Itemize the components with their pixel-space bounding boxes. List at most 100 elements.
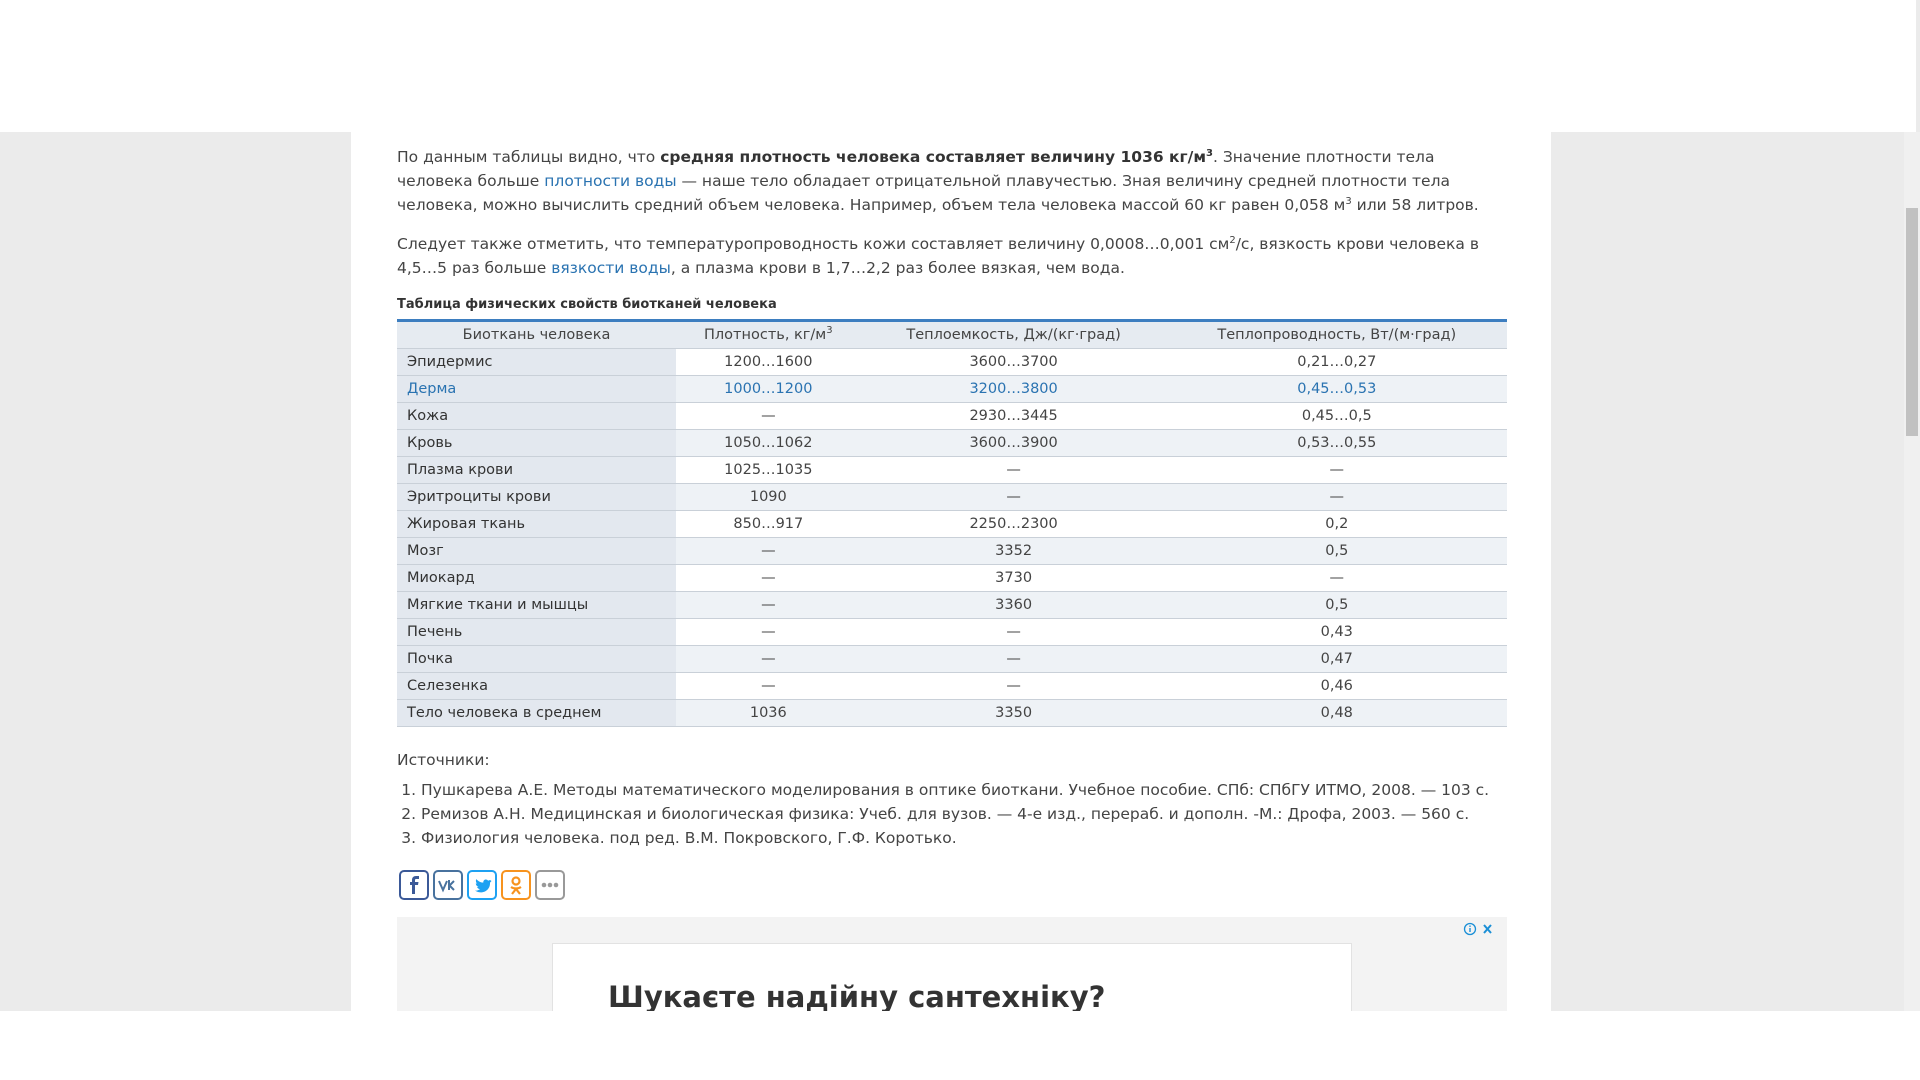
value-cell: 850…917: [676, 510, 861, 538]
value-cell: 1090: [676, 483, 861, 511]
value-cell: 3600…3700: [860, 348, 1167, 376]
table-row: Дерма 1000…1200 3200…3800 0,45…0,53: [397, 375, 1507, 403]
value-cell: 0,45…0,5: [1166, 402, 1507, 430]
source-item: Физиология человека. под ред. В.М. Покро…: [421, 826, 1507, 850]
tissue-cell: Кожа: [397, 402, 676, 430]
source-item: Ремизов А.Н. Медицинская и биологическая…: [421, 802, 1507, 826]
value-cell: —: [676, 564, 861, 592]
value-cell: 0,53…0,55: [1166, 429, 1507, 457]
value-cell: 1025…1035: [676, 456, 861, 484]
header-cell: Теплоемкость, Дж/(кг·град): [860, 320, 1167, 349]
share-ok[interactable]: [501, 870, 531, 900]
tissue-cell: Жировая ткань: [397, 510, 676, 538]
table-row: Тело человека в среднем 1036 3350 0,48: [397, 699, 1507, 727]
table-row: Почка — —0,47: [397, 645, 1507, 673]
value-cell: —: [676, 618, 861, 646]
bottom-bar: [0, 1011, 1920, 1080]
value-cell: 2250…2300: [860, 510, 1167, 538]
value-cell: 0,47: [1166, 645, 1507, 673]
table-row: Эпидермис 1200…1600 3600…3700 0,21…0,27: [397, 348, 1507, 376]
tissue-cell: Селезенка: [397, 672, 676, 700]
value-cell: 0,45…0,53: [1166, 375, 1507, 403]
superscript: 3: [1345, 195, 1352, 207]
text: Следует также отметить, что температуроп…: [397, 235, 1230, 253]
value-cell: —: [860, 483, 1167, 511]
table-row: Мозг —3352 0,5: [397, 537, 1507, 565]
value-cell: —: [860, 456, 1167, 484]
value-cell: —: [1166, 483, 1507, 511]
top-bar: [0, 0, 1916, 132]
value-cell: —: [676, 537, 861, 565]
value-cell: —: [860, 645, 1167, 673]
value-cell: 3352: [860, 537, 1167, 565]
source-item: Пушкарева А.Е. Методы математического мо…: [421, 778, 1507, 802]
tissue-cell: Эритроциты крови: [397, 483, 676, 511]
advertisement: Шукаєте надійну сантехніку?: [397, 917, 1507, 1011]
value-cell: —: [676, 672, 861, 700]
value-cell: 0,5: [1166, 537, 1507, 565]
text: . Значение плотности тела человека больш…: [397, 148, 1435, 190]
table-row: Эритроциты крови 1090— —: [397, 483, 1507, 511]
table-row: Жировая ткань 850…917 2250…2300 0,2: [397, 510, 1507, 538]
text: , а плазма крови в 1,7…2,2 раз более вяз…: [670, 259, 1125, 277]
tissue-cell: Миокард: [397, 564, 676, 592]
tissue-cell: Тело человека в среднем: [397, 699, 676, 727]
value-cell: 0,48: [1166, 699, 1507, 727]
scrollbar-thumb[interactable]: [1906, 208, 1918, 436]
tissue-cell: Мягкие ткани и мышцы: [397, 591, 676, 619]
value-cell: 0,43: [1166, 618, 1507, 646]
value-cell: —: [676, 402, 861, 430]
properties-table: Биоткань человека Плотность, кг/м3 Тепло…: [397, 319, 1507, 727]
value-cell: 3600…3900: [860, 429, 1167, 457]
superscript: 3: [1206, 147, 1213, 159]
table-row: Плазма крови 1025…1035— —: [397, 456, 1507, 484]
value-cell: 1050…1062: [676, 429, 861, 457]
link[interactable]: плотности воды: [544, 172, 677, 190]
value-cell: —: [860, 672, 1167, 700]
share-facebook[interactable]: [399, 870, 429, 900]
value-cell: 0,5: [1166, 591, 1507, 619]
table-row: Кровь 1050…1062 3600…3900 0,53…0,55: [397, 429, 1507, 457]
header-cell: Биоткань человека: [397, 320, 676, 349]
tissue-cell: Эпидермис: [397, 348, 676, 376]
table-row: Кожа —2930…3445 0,45…0,5: [397, 402, 1507, 430]
value-cell: 3350: [860, 699, 1167, 727]
text: По данным таблицы видно, что: [397, 148, 661, 166]
text: — наше тело обладает отрицательной плаву…: [397, 172, 1450, 214]
paragraph: По данным таблицы видно, что средняя пло…: [397, 145, 1509, 217]
value-cell: 2930…3445: [860, 402, 1167, 430]
table-caption: Таблица физических свойств биотканей чел…: [397, 297, 777, 312]
paragraph: Следует также отметить, что температуроп…: [397, 232, 1509, 280]
share-more[interactable]: [535, 870, 565, 900]
value-cell: 3360: [860, 591, 1167, 619]
ad-controls[interactable]: [1463, 921, 1497, 937]
tissue-cell: Печень: [397, 618, 676, 646]
tissue-cell: Мозг: [397, 537, 676, 565]
value-cell: —: [860, 618, 1167, 646]
value-cell: 0,46: [1166, 672, 1507, 700]
value-cell: —: [1166, 456, 1507, 484]
share-buttons: [399, 870, 565, 900]
tissue-cell: Дерма: [397, 375, 676, 403]
table-row: Селезенка — —0,46: [397, 672, 1507, 700]
value-cell: —: [676, 645, 861, 673]
superscript: 2: [1229, 234, 1236, 246]
sources-title: Источники:: [397, 751, 490, 769]
superscript: 3: [826, 325, 833, 337]
tissue-cell: Почка: [397, 645, 676, 673]
tissue-cell: Кровь: [397, 429, 676, 457]
table-row: Мягкие ткани и мышцы —3360 0,5: [397, 591, 1507, 619]
text: Плотность, кг/м: [704, 327, 827, 343]
table-row: Печень — —0,43: [397, 618, 1507, 646]
table-row: Миокард —3730—: [397, 564, 1507, 592]
share-twitter[interactable]: [467, 870, 497, 900]
link[interactable]: вязкости воды: [551, 259, 671, 277]
value-cell: 1000…1200: [676, 375, 861, 403]
ad-card[interactable]: Шукаєте надійну сантехніку?: [552, 943, 1352, 1011]
value-cell: 3730: [860, 564, 1167, 592]
value-cell: —: [1166, 564, 1507, 592]
value-cell: 1036: [676, 699, 861, 727]
header-cell: Плотность, кг/м3: [676, 320, 861, 349]
tissue-cell: Плазма крови: [397, 456, 676, 484]
share-vk[interactable]: [433, 870, 463, 900]
